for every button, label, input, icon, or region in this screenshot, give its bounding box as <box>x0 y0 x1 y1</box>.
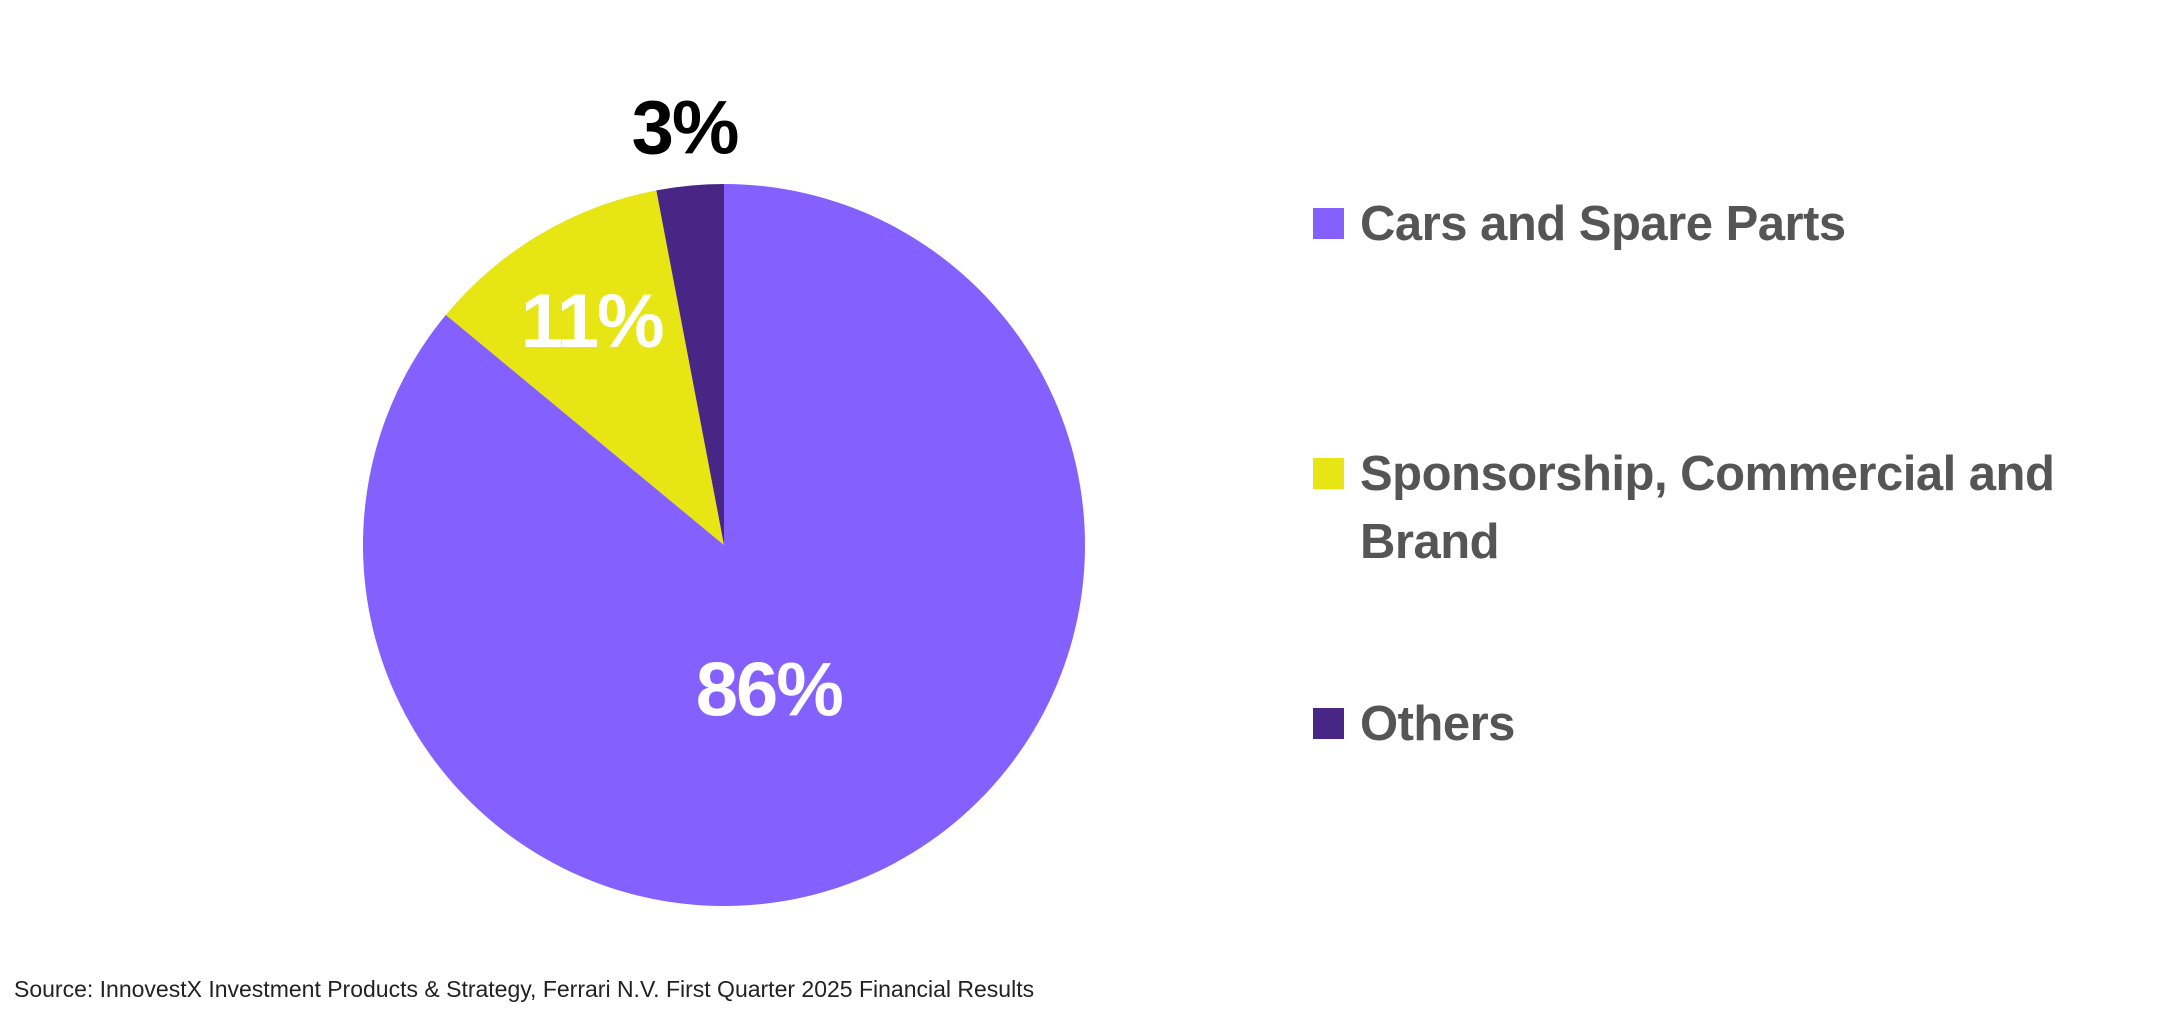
pie-slice-sponsorship <box>445 190 724 546</box>
legend-swatch-sponsorship <box>1313 458 1344 489</box>
legend-label-cars: Cars and Spare Parts <box>1360 197 1846 251</box>
pie-slice-others <box>656 184 724 545</box>
legend-label-others: Others <box>1360 697 1515 751</box>
pie-slices <box>363 184 1086 906</box>
pie-label-others: 3% <box>632 86 738 171</box>
pie-label-sponsorship: 11% <box>521 279 663 364</box>
legend-item-sponsorship: Sponsorship, Commercial and Brand <box>1313 440 2120 576</box>
legend-swatch-others <box>1313 708 1344 739</box>
legend-item-others: Others <box>1313 690 2120 758</box>
legend-item-cars: Cars and Spare Parts <box>1313 190 2120 258</box>
pie-slice-cars <box>363 184 1086 906</box>
legend-swatch-cars <box>1313 208 1344 239</box>
legend-label-sponsorship: Sponsorship, Commercial and Brand <box>1360 447 2055 569</box>
pie-label-cars: 86% <box>696 647 843 732</box>
pie-labels: 86% 11% 3% <box>521 86 845 733</box>
source-note: Source: InnovestX Investment Products & … <box>14 976 1035 1002</box>
